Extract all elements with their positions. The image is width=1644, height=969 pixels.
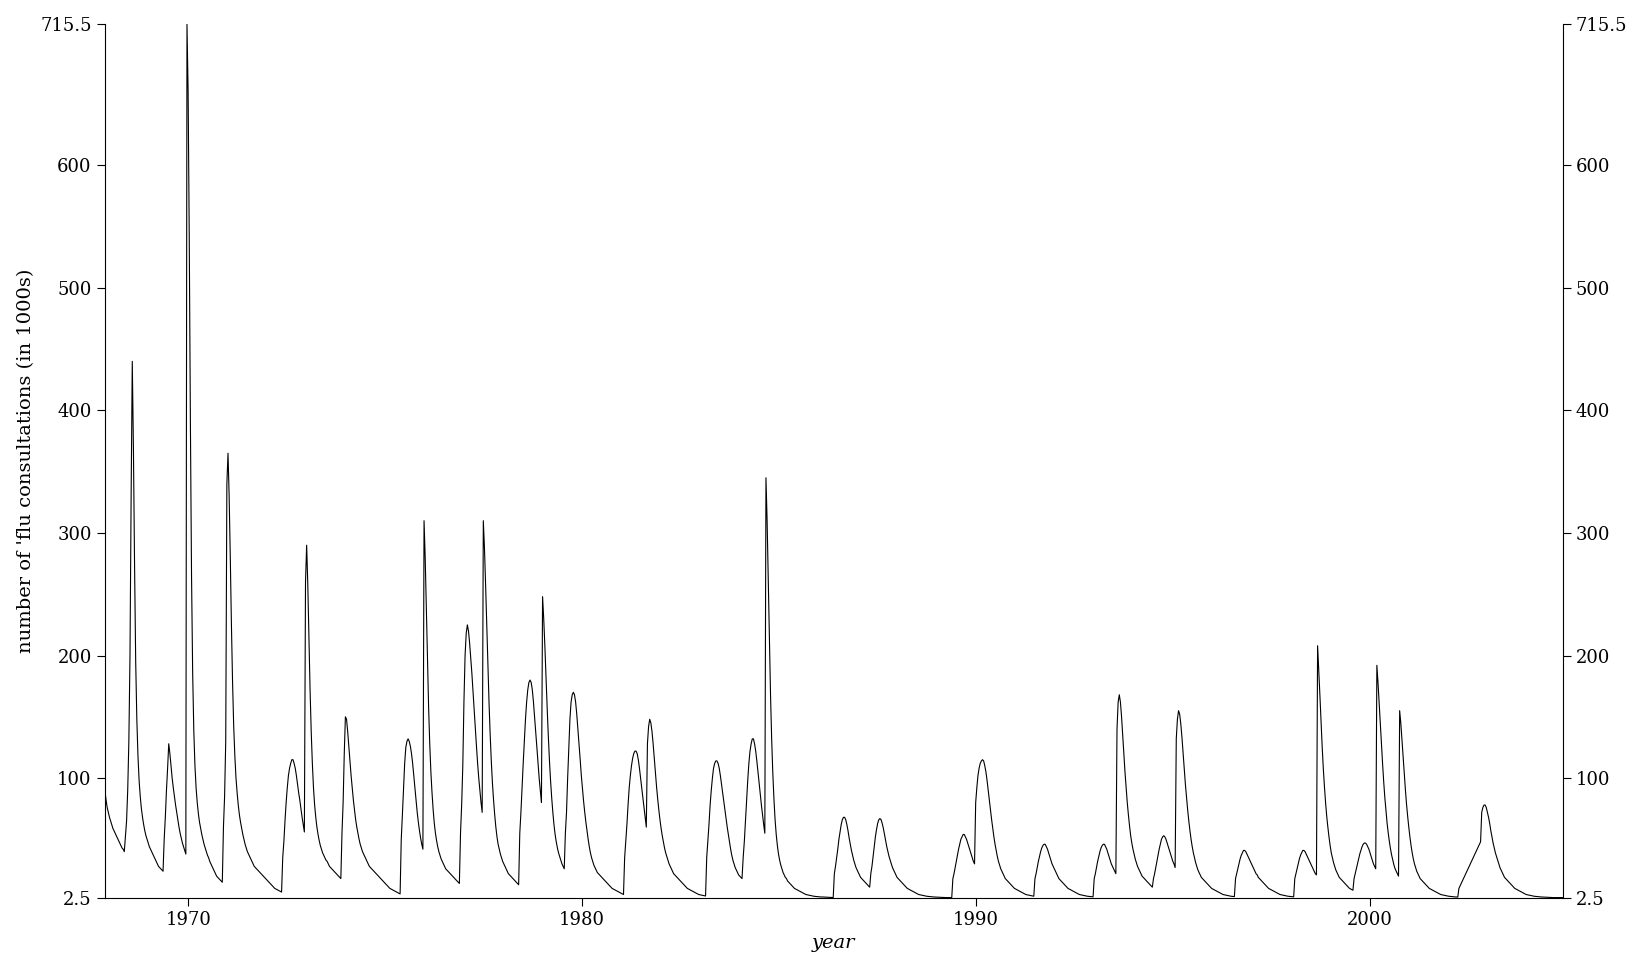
X-axis label: year: year [812,934,855,953]
Y-axis label: number of 'flu consultations (in 1000s): number of 'flu consultations (in 1000s) [16,268,35,653]
